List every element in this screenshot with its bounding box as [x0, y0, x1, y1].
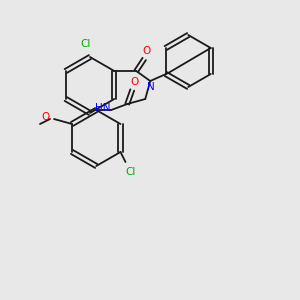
Text: Cl: Cl	[125, 167, 136, 177]
Text: Cl: Cl	[81, 39, 91, 49]
Text: HN: HN	[95, 103, 111, 113]
Text: N: N	[147, 82, 155, 92]
Text: O: O	[142, 46, 150, 56]
Text: O: O	[42, 112, 50, 122]
Text: O: O	[130, 77, 138, 87]
